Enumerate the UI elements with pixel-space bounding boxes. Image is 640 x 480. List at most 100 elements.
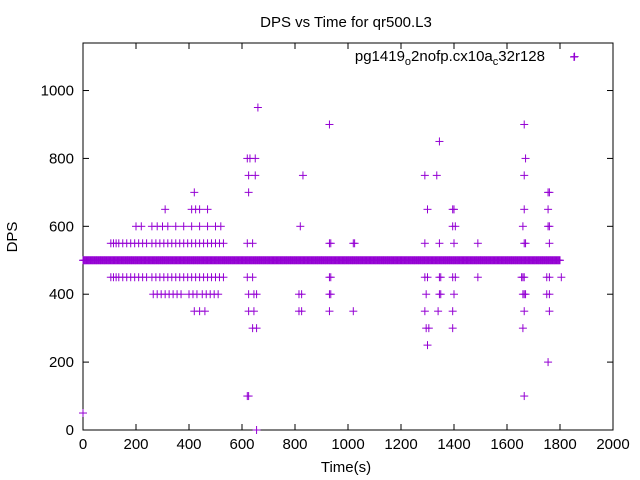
data-point bbox=[521, 290, 530, 299]
x-tick-label: 1800 bbox=[543, 436, 576, 453]
data-point bbox=[249, 307, 258, 316]
x-tick-label: 0 bbox=[79, 436, 87, 453]
x-tick-label: 1600 bbox=[490, 436, 523, 453]
chart-title: DPS vs Time for qr500.L3 bbox=[260, 14, 432, 31]
data-point bbox=[420, 307, 429, 316]
data-point bbox=[161, 205, 170, 214]
data-point bbox=[251, 171, 260, 180]
data-point bbox=[296, 222, 305, 231]
data-point bbox=[171, 222, 180, 231]
data-point bbox=[195, 205, 204, 214]
data-point bbox=[252, 426, 261, 434]
data-point bbox=[424, 324, 433, 333]
data-point bbox=[251, 154, 260, 163]
data-point bbox=[422, 290, 431, 299]
x-tick-label: 400 bbox=[176, 436, 201, 453]
data-point bbox=[423, 273, 432, 282]
data-point bbox=[248, 273, 257, 282]
data-point bbox=[450, 290, 458, 299]
data-point bbox=[420, 171, 429, 180]
plot-area-border bbox=[82, 42, 614, 431]
legend-subscript: o bbox=[405, 56, 411, 68]
data-point bbox=[326, 290, 335, 299]
data-point bbox=[451, 273, 460, 282]
data-point bbox=[137, 222, 146, 231]
data-point bbox=[520, 120, 529, 129]
data-point bbox=[557, 273, 566, 282]
data-point bbox=[350, 239, 359, 248]
x-tick-label: 1000 bbox=[331, 436, 364, 453]
data-point bbox=[545, 273, 554, 282]
data-point bbox=[520, 205, 529, 214]
y-tick-label: 800 bbox=[49, 150, 74, 167]
legend-label: pg1419o2nofp.cx10ac32r128 bbox=[355, 48, 545, 68]
data-point bbox=[214, 290, 223, 299]
data-point bbox=[326, 273, 335, 282]
data-point bbox=[450, 239, 458, 248]
data-point bbox=[253, 103, 262, 112]
scatter-points bbox=[79, 52, 579, 434]
data-point bbox=[420, 239, 429, 248]
data-point bbox=[448, 307, 457, 316]
data-point bbox=[252, 324, 261, 333]
data-point bbox=[545, 222, 554, 231]
data-point bbox=[298, 171, 307, 180]
data-point bbox=[195, 222, 204, 231]
data-point bbox=[325, 120, 334, 129]
data-point bbox=[520, 392, 529, 401]
data-point bbox=[448, 324, 457, 333]
legend-text-part: 2nofp.cx10a bbox=[411, 48, 493, 65]
data-point bbox=[423, 341, 432, 350]
data-point bbox=[544, 205, 553, 214]
data-point bbox=[521, 239, 530, 248]
x-tick-label: 1200 bbox=[384, 436, 417, 453]
data-point bbox=[432, 171, 441, 180]
data-point bbox=[200, 307, 209, 316]
y-tick-label: 1000 bbox=[41, 83, 74, 100]
data-point bbox=[326, 239, 335, 248]
x-tick-label: 1400 bbox=[437, 436, 470, 453]
data-point bbox=[325, 307, 334, 316]
data-point bbox=[252, 290, 261, 299]
x-axis-label: Time(s) bbox=[321, 459, 371, 476]
y-axis-ticks: 0 200 400 600 800 1000 bbox=[41, 83, 613, 439]
data-point bbox=[436, 273, 445, 282]
data-point bbox=[203, 222, 212, 231]
data-point bbox=[518, 222, 527, 231]
data-point bbox=[545, 239, 554, 248]
data-point bbox=[190, 188, 199, 197]
data-point bbox=[436, 290, 445, 299]
data-point bbox=[545, 307, 554, 316]
data-point bbox=[434, 307, 443, 316]
data-point bbox=[520, 307, 529, 316]
legend-text-part: pg1419 bbox=[355, 48, 405, 65]
data-point bbox=[297, 307, 306, 316]
legend: pg1419o2nofp.cx10ac32r128 bbox=[355, 48, 578, 68]
data-point bbox=[177, 290, 186, 299]
data-point bbox=[473, 239, 482, 248]
data-point bbox=[520, 273, 529, 282]
data-point bbox=[244, 188, 253, 197]
data-point bbox=[203, 205, 212, 214]
data-point bbox=[545, 290, 554, 299]
legend-text-part: 32r128 bbox=[498, 48, 545, 65]
data-point bbox=[450, 205, 458, 214]
data-point bbox=[544, 358, 553, 367]
y-tick-label: 200 bbox=[49, 354, 74, 371]
data-point bbox=[556, 256, 564, 265]
data-point bbox=[179, 222, 188, 231]
data-point bbox=[423, 205, 432, 214]
data-point bbox=[473, 273, 482, 282]
data-point bbox=[187, 222, 196, 231]
x-tick-label: 2000 bbox=[596, 436, 629, 453]
data-point bbox=[521, 154, 530, 163]
data-point bbox=[451, 222, 460, 231]
data-point bbox=[545, 188, 554, 197]
data-point bbox=[216, 222, 225, 231]
data-point bbox=[244, 392, 253, 401]
x-tick-label: 200 bbox=[123, 436, 148, 453]
data-point bbox=[163, 222, 172, 231]
data-point bbox=[79, 409, 87, 418]
data-point bbox=[435, 239, 444, 248]
